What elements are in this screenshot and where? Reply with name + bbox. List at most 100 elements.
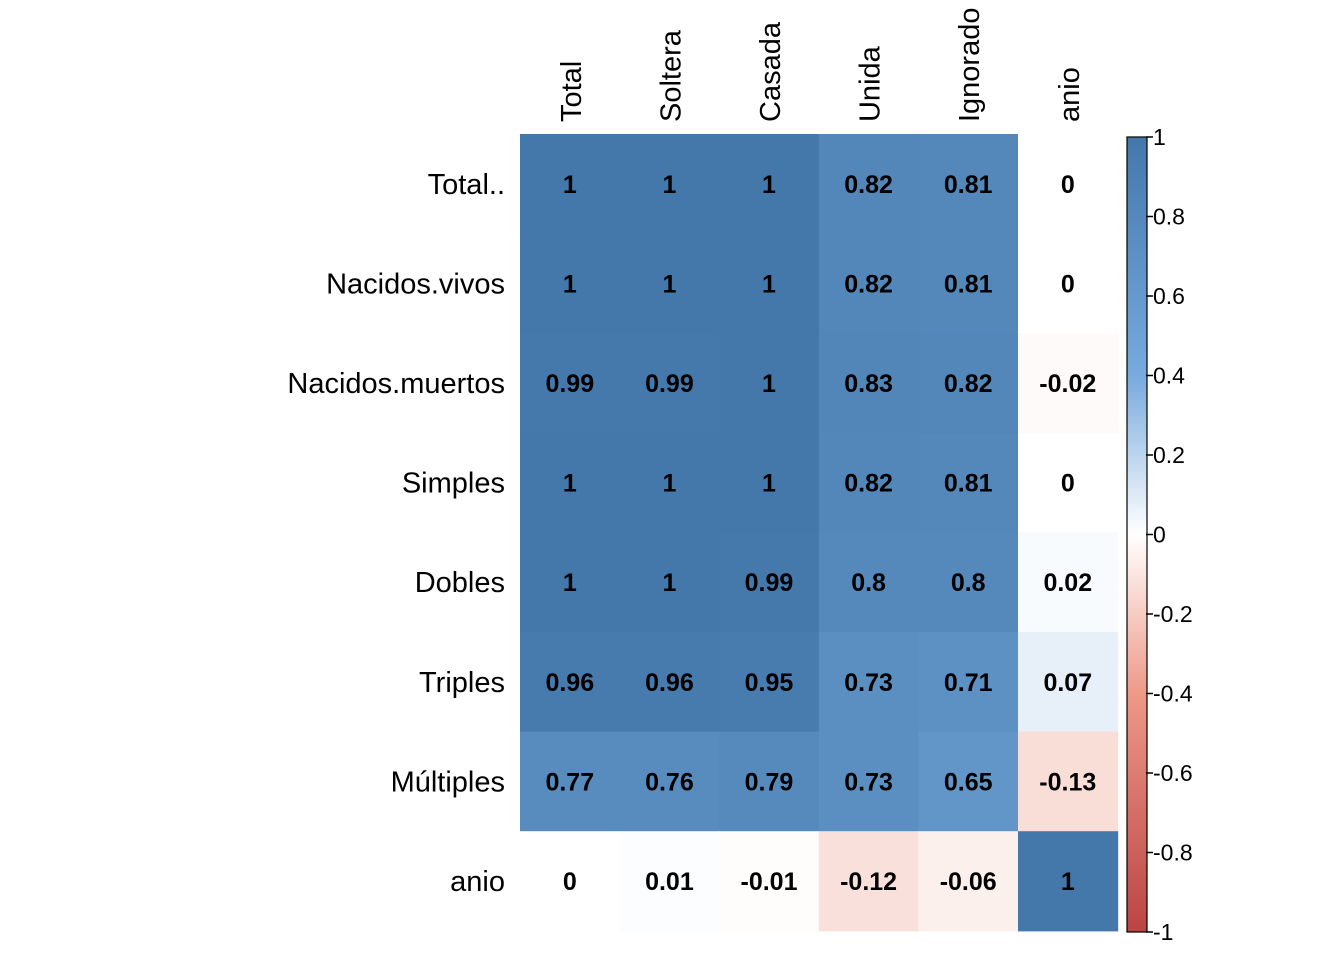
colorbar-tick-label: 0 bbox=[1153, 522, 1166, 548]
cell-value-label: 0.81 bbox=[944, 270, 993, 298]
heatmap-cell bbox=[719, 134, 820, 235]
heatmap-cell bbox=[1018, 432, 1119, 533]
cell-value-label: 1 bbox=[563, 270, 577, 298]
heatmap-cell bbox=[918, 532, 1019, 633]
cell-value-label: 1 bbox=[563, 569, 577, 597]
cell-value-label: 0.65 bbox=[944, 768, 993, 796]
heatmap-cell bbox=[520, 632, 621, 733]
cell-value-label: 0.99 bbox=[545, 370, 594, 398]
heatmap-cell bbox=[619, 532, 720, 633]
cell-value-label: 0 bbox=[1061, 470, 1075, 498]
row-label: Nacidos.vivos bbox=[326, 268, 505, 300]
column-label: Unida bbox=[855, 45, 887, 122]
cell-value-label: 0.01 bbox=[645, 868, 694, 896]
cell-value-label: 0.73 bbox=[844, 768, 893, 796]
heatmap-cell bbox=[719, 432, 820, 533]
column-label: Soltera bbox=[655, 29, 687, 122]
cell-value-label: 0.81 bbox=[944, 171, 993, 199]
cell-value-label: 0.82 bbox=[844, 470, 893, 498]
heatmap-cell bbox=[818, 432, 919, 533]
colorbar-tick-label: -0.2 bbox=[1153, 601, 1193, 627]
colorbar: 1 0.8 0.6 0.4 0.2 0 -0.2 -0.4 -0.6 -0.8 -1 bbox=[1126, 124, 1193, 945]
cell-value-label: 1 bbox=[762, 171, 776, 199]
cell-value-label: 1 bbox=[563, 470, 577, 498]
colorbar-tick-label: 0.8 bbox=[1153, 204, 1185, 230]
colorbar-tick-label: 0.4 bbox=[1153, 363, 1185, 389]
cell-value-label: 0.82 bbox=[844, 171, 893, 199]
cell-value-label: 0.07 bbox=[1043, 669, 1092, 697]
cell-value-label: 0 bbox=[563, 868, 577, 896]
heatmap-cell bbox=[619, 134, 720, 235]
colorbar-tick-label: -0.4 bbox=[1153, 681, 1193, 707]
heatmap-cell bbox=[520, 432, 621, 533]
heatmap-cell bbox=[719, 233, 820, 334]
heatmap-cell bbox=[1018, 831, 1119, 932]
cell-value-label: 0.82 bbox=[944, 370, 993, 398]
cell-value-label: -0.13 bbox=[1039, 768, 1096, 796]
heatmap-cell bbox=[1018, 233, 1119, 334]
colorbar-tick-label: 0.2 bbox=[1153, 442, 1185, 468]
cell-value-label: 0.71 bbox=[944, 669, 993, 697]
row-label: Dobles bbox=[415, 567, 505, 599]
heatmap-cell bbox=[818, 632, 919, 733]
heatmap-cell bbox=[520, 333, 621, 434]
heatmap-cell bbox=[1018, 134, 1119, 235]
heatmap-cell bbox=[719, 532, 820, 633]
cell-value-label: 0 bbox=[1061, 171, 1075, 199]
heatmap-cell bbox=[818, 532, 919, 633]
heatmap-cell bbox=[818, 134, 919, 235]
heatmap-cell bbox=[818, 233, 919, 334]
colorbar-tick-label: 1 bbox=[1153, 124, 1166, 150]
cell-value-label: 1 bbox=[662, 569, 676, 597]
column-label: Casada bbox=[755, 21, 787, 122]
cell-value-label: 0.77 bbox=[545, 768, 594, 796]
cell-value-label: 0.96 bbox=[545, 669, 594, 697]
heatmap-cell bbox=[719, 333, 820, 434]
heatmap-cell bbox=[918, 134, 1019, 235]
heatmap-cell bbox=[1018, 532, 1119, 633]
heatmap-cell bbox=[918, 333, 1019, 434]
heatmap-cell bbox=[918, 831, 1019, 932]
column-label: Ignorado bbox=[954, 8, 986, 122]
heatmap-cell bbox=[918, 432, 1019, 533]
row-label: Triples bbox=[419, 667, 505, 699]
heatmap-cell bbox=[719, 632, 820, 733]
heatmap-cell bbox=[1018, 731, 1119, 832]
cell-value-label: 0 bbox=[1061, 270, 1075, 298]
heatmap-cell bbox=[520, 233, 621, 334]
cell-value-label: 0.99 bbox=[745, 569, 794, 597]
heatmap-cell bbox=[918, 233, 1019, 334]
heatmap-cell bbox=[1018, 632, 1119, 733]
cell-value-label: 0.79 bbox=[745, 768, 794, 796]
cell-value-label: 0.8 bbox=[851, 569, 886, 597]
colorbar-tick-label: -0.8 bbox=[1153, 840, 1193, 866]
column-label: Total bbox=[556, 61, 588, 122]
heatmap-cell bbox=[719, 831, 820, 932]
colorbar-tick-label: -1 bbox=[1153, 919, 1173, 945]
row-label: Múltiples bbox=[391, 766, 505, 798]
cell-value-label: 0.81 bbox=[944, 470, 993, 498]
heatmap-cell bbox=[619, 333, 720, 434]
cell-value-label: 1 bbox=[662, 470, 676, 498]
cell-value-label: 1 bbox=[762, 470, 776, 498]
heatmap-cell bbox=[918, 632, 1019, 733]
heatmap-cell bbox=[719, 731, 820, 832]
cell-value-label: 1 bbox=[563, 171, 577, 199]
heatmap-cell bbox=[520, 134, 621, 235]
heatmap-cell bbox=[1018, 333, 1119, 434]
cell-value-label: 0.95 bbox=[745, 669, 794, 697]
cell-value-label: 1 bbox=[1061, 868, 1075, 896]
cell-value-label: -0.06 bbox=[940, 868, 997, 896]
row-label: Total.. bbox=[428, 169, 505, 201]
heatmap-cell bbox=[520, 532, 621, 633]
cell-value-label: 0.96 bbox=[645, 669, 694, 697]
row-label: Simples bbox=[402, 468, 505, 500]
heatmap-cell bbox=[619, 831, 720, 932]
cell-value-label: 1 bbox=[662, 270, 676, 298]
heatmap-cells: 1 1 1 0.82 0.81 01 1 1 0.82 0.81 00.99 0.99 1 0.83 0.8… bbox=[520, 134, 1119, 932]
heatmap-cell bbox=[818, 333, 919, 434]
cell-value-label: 0.8 bbox=[951, 569, 986, 597]
cell-value-label: 0.83 bbox=[844, 370, 893, 398]
